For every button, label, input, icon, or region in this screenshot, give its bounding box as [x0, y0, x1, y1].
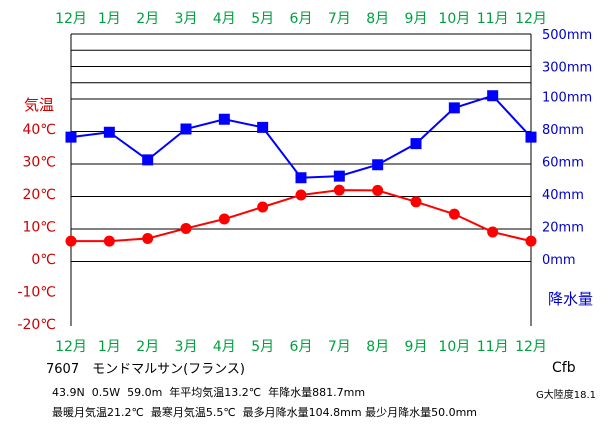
precipitation-series: [65, 90, 537, 184]
month-label-top: 3月: [175, 11, 198, 27]
month-label-bottom: 8月: [366, 339, 389, 355]
temperature-point: [372, 184, 384, 196]
month-label-bottom: 3月: [175, 339, 198, 355]
precipitation-point: [333, 170, 345, 182]
precipitation-axis-ticks: 500mm 300mm 100mm 80mm 60mm 40mm 20mm 0mm: [542, 28, 592, 268]
precipitation-point: [372, 159, 384, 171]
month-label-top: 10月: [438, 11, 470, 27]
temperature-point: [180, 222, 192, 234]
temperature-point: [142, 233, 154, 245]
precipitation-tick-label: 0mm: [542, 253, 576, 268]
month-label-bottom: 1月: [98, 339, 121, 355]
precipitation-axis-title: 降水量: [548, 290, 593, 308]
precipitation-tick-label: 60mm: [542, 156, 584, 171]
precipitation-point: [525, 131, 537, 143]
temperature-tick-label: 20℃: [22, 187, 56, 203]
temperature-point: [103, 235, 115, 247]
temperature-tick-label: 10℃: [22, 220, 56, 236]
month-label-bottom: 12月: [55, 339, 87, 355]
station-summary-line-2: 最暖月気温21.2℃ 最寒月気温5.5℃ 最多月降水量104.8mm 最少月降水…: [52, 406, 478, 419]
month-label-bottom: 2月: [136, 339, 159, 355]
temperature-point: [333, 184, 345, 196]
month-label-top: 6月: [290, 11, 313, 27]
precipitation-point: [218, 113, 230, 125]
precipitation-point: [410, 138, 422, 150]
temperature-point: [257, 201, 269, 213]
month-label-bottom: 11月: [477, 339, 509, 355]
month-label-bottom: 4月: [213, 339, 236, 355]
month-label-bottom: 12月: [515, 339, 547, 355]
month-label-top: 4月: [213, 11, 236, 27]
temperature-axis-title: 気温: [24, 96, 54, 114]
precipitation-tick-label: 300mm: [542, 61, 592, 76]
month-label-top: 2月: [136, 11, 159, 27]
precipitation-tick-label: 20mm: [542, 221, 584, 236]
precipitation-tick-label: 40mm: [542, 188, 584, 203]
month-label-top: 8月: [366, 11, 389, 27]
bottom-month-labels: 12月 1月 2月 3月 4月 5月 6月 7月 8月 9月 10月 11月 12月: [55, 339, 547, 355]
top-month-labels: 12月 1月 2月 3月 4月 5月 6月 7月 8月 9月 10月 11月 12月: [55, 11, 547, 27]
precipitation-point: [487, 90, 499, 102]
temperature-tick-label: 0℃: [31, 252, 56, 268]
temperature-tick-label: -20℃: [17, 317, 56, 333]
temperature-tick-label: -10℃: [17, 285, 56, 301]
continentality-index: G大陸度18.1: [536, 390, 597, 401]
grid-lines: [70, 33, 532, 326]
temperature-axis-ticks: 40℃ 30℃ 20℃ 10℃ 0℃ -10℃ -20℃: [17, 122, 56, 333]
precipitation-point: [103, 126, 115, 138]
month-label-top: 11月: [477, 11, 509, 27]
month-label-top: 12月: [55, 11, 87, 27]
temperature-series: [65, 184, 537, 247]
month-label-bottom: 9月: [405, 339, 428, 355]
precipitation-point: [65, 131, 77, 143]
month-label-top: 7月: [328, 11, 351, 27]
temperature-point: [448, 208, 460, 220]
precipitation-point: [142, 154, 154, 166]
temperature-point: [218, 213, 230, 225]
month-label-top: 9月: [405, 11, 428, 27]
temperature-point: [487, 226, 499, 238]
precipitation-point: [448, 102, 460, 114]
precipitation-line: [70, 94, 532, 179]
precipitation-tick-label: 80mm: [542, 123, 584, 138]
climate-class: Cfb: [552, 360, 576, 376]
precipitation-point: [295, 172, 307, 184]
precipitation-tick-label: 100mm: [542, 91, 592, 106]
precipitation-tick-label: 500mm: [542, 28, 592, 43]
month-label-bottom: 10月: [438, 339, 470, 355]
precipitation-point: [257, 121, 269, 133]
temperature-point: [410, 196, 422, 208]
precipitation-point: [180, 123, 192, 135]
month-label-top: 12月: [515, 11, 547, 27]
temperature-tick-label: 30℃: [22, 155, 56, 171]
temperature-tick-label: 40℃: [22, 122, 56, 138]
station-summary-line-1: 43.9N 0.5W 59.0m 年平均気温13.2℃ 年降水量881.7mm: [52, 386, 366, 399]
station-name: 7607 モンドマルサン(フランス): [46, 362, 245, 377]
temperature-point: [525, 235, 537, 247]
month-label-bottom: 5月: [251, 339, 274, 355]
month-label-bottom: 6月: [290, 339, 313, 355]
month-label-top: 1月: [98, 11, 121, 27]
month-label-top: 5月: [251, 11, 274, 27]
temperature-point: [295, 189, 307, 201]
month-label-bottom: 7月: [328, 339, 351, 355]
temperature-point: [65, 235, 77, 247]
